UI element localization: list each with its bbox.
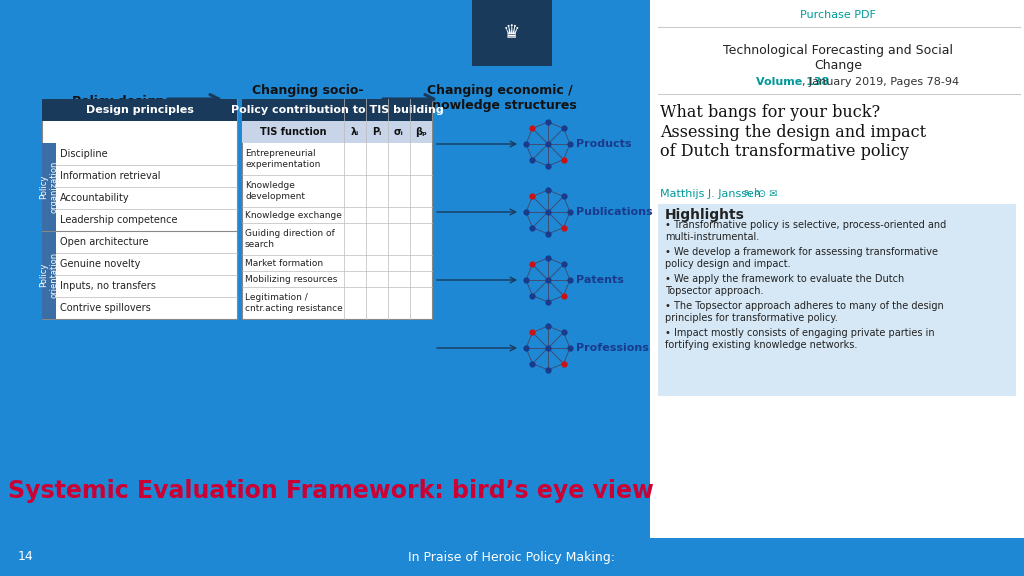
Text: Market formation: Market formation	[245, 259, 324, 267]
Bar	[242, 99, 432, 121]
Text: a, b: a, b	[744, 188, 760, 196]
Text: ♛: ♛	[503, 24, 521, 43]
Text: Volume 138: Volume 138	[756, 77, 829, 87]
Text: Entrepreneurial
experimentation: Entrepreneurial experimentation	[245, 149, 321, 169]
Text: , January 2019, Pages 78-94: , January 2019, Pages 78-94	[802, 77, 959, 87]
Text: Products: Products	[575, 139, 632, 149]
Text: Information retrieval: Information retrieval	[60, 171, 161, 181]
Text: What bangs for your buck?
Assessing the design and impact
of Dutch transformativ: What bangs for your buck? Assessing the …	[660, 104, 926, 160]
Text: Pᵢ: Pᵢ	[373, 127, 382, 137]
Bar	[42, 231, 56, 319]
Text: Legitimation /
cntr.acting resistance: Legitimation / cntr.acting resistance	[245, 293, 343, 313]
Text: • Impact mostly consists of engaging private parties in
fortifying existing know: • Impact mostly consists of engaging pri…	[665, 328, 935, 350]
Text: Publications: Publications	[575, 207, 652, 217]
Text: • The Topsector approach adheres to many of the design
principles for transforma: • The Topsector approach adheres to many…	[665, 301, 944, 323]
Bar	[650, 0, 1024, 576]
Bar	[0, 538, 1024, 576]
Text: Changing economic /
knowledge structures: Changing economic / knowledge structures	[424, 84, 577, 112]
Bar	[658, 204, 1016, 396]
Text: Policy
orientation: Policy orientation	[39, 252, 58, 298]
Text: TIS function: TIS function	[260, 127, 327, 137]
Text: Genuine novelty: Genuine novelty	[60, 259, 140, 269]
Text: Patents: Patents	[575, 275, 624, 285]
Text: βₚ: βₚ	[415, 127, 427, 137]
Text: Highlights: Highlights	[665, 208, 744, 222]
Text: Professions: Professions	[575, 343, 649, 353]
Text: Leadership competence: Leadership competence	[60, 215, 177, 225]
Text: σᵢ: σᵢ	[394, 127, 403, 137]
Text: Knowledge exchange: Knowledge exchange	[245, 210, 342, 219]
Text: Policy design: Policy design	[72, 94, 164, 108]
Text: Policy contribution to TIS building: Policy contribution to TIS building	[230, 105, 443, 115]
Text: • We apply the framework to evaluate the Dutch
Topsector approach.: • We apply the framework to evaluate the…	[665, 274, 904, 295]
Text: 14: 14	[18, 551, 34, 563]
Text: In Praise of Heroic Policy Making:: In Praise of Heroic Policy Making:	[409, 551, 615, 563]
Bar	[42, 143, 56, 231]
Bar	[242, 121, 432, 143]
Text: Systemic Evaluation Framework: bird’s eye view: Systemic Evaluation Framework: bird’s ey…	[8, 479, 654, 503]
Text: Purchase PDF: Purchase PDF	[800, 10, 876, 20]
Text: Changing socio-
technical system: Changing socio- technical system	[249, 84, 368, 112]
Text: ⊙ ✉: ⊙ ✉	[758, 189, 777, 199]
Bar	[42, 99, 237, 319]
Text: Guiding direction of
search: Guiding direction of search	[245, 229, 335, 249]
Text: Mobilizing resources: Mobilizing resources	[245, 275, 337, 283]
Text: • Transformative policy is selective, process-oriented and
multi-instrumental.: • Transformative policy is selective, pr…	[665, 220, 946, 241]
Text: Contrive spillovers: Contrive spillovers	[60, 303, 151, 313]
Text: Matthijs J. Janssen: Matthijs J. Janssen	[660, 189, 761, 199]
Bar	[42, 99, 237, 121]
Bar	[242, 99, 432, 319]
Text: • We develop a framework for assessing transformative
policy design and impact.: • We develop a framework for assessing t…	[665, 247, 938, 268]
Text: Technological Forecasting and Social
Change: Technological Forecasting and Social Cha…	[723, 44, 953, 72]
Text: Design principles: Design principles	[86, 105, 194, 115]
Text: Discipline: Discipline	[60, 149, 108, 159]
Bar	[472, 0, 552, 66]
Text: Accountability: Accountability	[60, 193, 130, 203]
Text: Inputs, no transfers: Inputs, no transfers	[60, 281, 156, 291]
Text: Knowledge
development: Knowledge development	[245, 181, 305, 200]
Text: Open architecture: Open architecture	[60, 237, 148, 247]
Text: Policy
organization: Policy organization	[39, 161, 58, 213]
Text: λᵢ: λᵢ	[351, 127, 359, 137]
